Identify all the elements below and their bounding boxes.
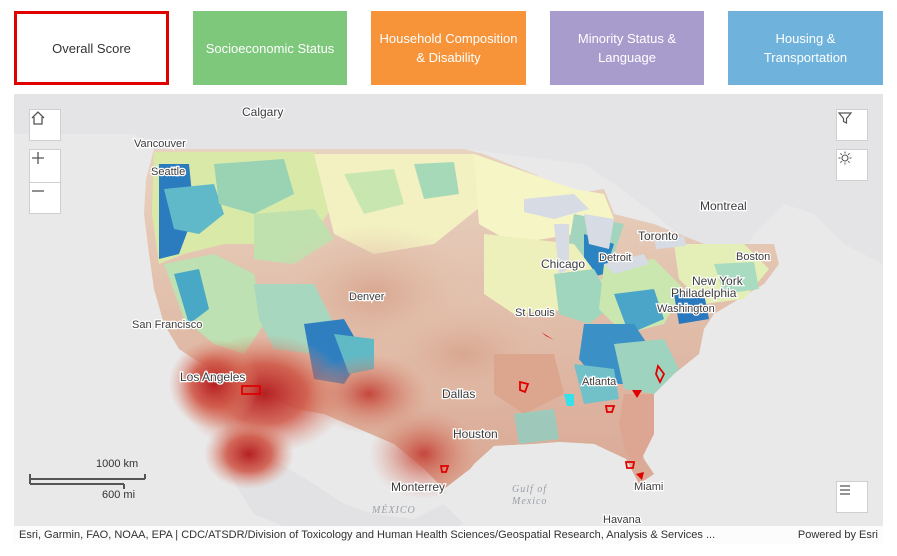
water-label-gulf: Gulf of	[512, 484, 547, 495]
filter-button[interactable]	[836, 109, 868, 141]
city-los-angeles: Los Angeles	[180, 370, 245, 384]
city-dallas: Dallas	[442, 387, 475, 401]
city-montreal: Montreal	[700, 199, 747, 213]
plus-icon	[32, 152, 44, 164]
sun-icon	[838, 151, 852, 165]
list-icon	[840, 485, 850, 495]
lake-michigan	[554, 224, 569, 274]
lake-superior	[524, 194, 589, 219]
canada-land	[14, 94, 883, 269]
zoom-in-button[interactable]	[29, 149, 61, 182]
country-label-mexico: MÉXICO	[371, 504, 416, 516]
city-calgary: Calgary	[242, 105, 283, 119]
city-seattle: Seattle	[151, 166, 185, 178]
city-chicago: Chicago	[541, 257, 585, 271]
home-icon	[31, 111, 45, 125]
gulf-of-mexico	[444, 442, 639, 524]
map-view[interactable]: Calgary Vancouver Seattle Montreal Toron…	[14, 94, 883, 544]
tab-socioeconomic-status[interactable]: Socioeconomic Status	[193, 11, 347, 85]
city-atlanta: Atlanta	[582, 376, 617, 388]
lake-ontario	[654, 236, 686, 249]
scale-bar	[29, 474, 146, 489]
hotspot-markers	[241, 363, 666, 473]
tab-household-composition[interactable]: Household Composition & Disability	[371, 11, 526, 85]
city-washington: Washington	[657, 303, 715, 315]
scale-km-label: 1000 km	[96, 458, 138, 470]
city-monterrey: Monterrey	[391, 480, 445, 494]
map-canvas: Calgary Vancouver Seattle Montreal Toron…	[14, 94, 883, 539]
basemap-button[interactable]	[836, 149, 868, 181]
water-label-mexico: Mexico	[511, 496, 547, 507]
tab-overall-score[interactable]: Overall Score	[14, 11, 169, 85]
scale-mi-label: 600 mi	[102, 489, 135, 501]
city-toronto: Toronto	[638, 229, 678, 243]
city-vancouver: Vancouver	[134, 138, 186, 150]
city-havana: Havana	[603, 514, 642, 526]
tab-minority-status[interactable]: Minority Status & Language	[550, 11, 704, 85]
lake-erie	[604, 254, 649, 274]
tab-housing-transportation[interactable]: Housing & Transportation	[728, 11, 883, 85]
city-detroit: Detroit	[599, 252, 631, 264]
filter-icon	[837, 112, 853, 124]
city-san-francisco: San Francisco	[132, 319, 202, 331]
city-philadelphia: Philadelphia	[671, 286, 737, 300]
legend-button[interactable]	[836, 481, 868, 513]
powered-by-esri[interactable]: Powered by Esri	[797, 529, 878, 541]
map-attribution: Esri, Garmin, FAO, NOAA, EPA | CDC/ATSDR…	[14, 526, 883, 544]
city-miami: Miami	[634, 481, 663, 493]
zoom-out-button[interactable]	[29, 182, 61, 214]
attribution-text: Esri, Garmin, FAO, NOAA, EPA | CDC/ATSDR…	[19, 529, 716, 541]
city-new-york: New York	[692, 274, 744, 288]
minus-icon	[32, 190, 44, 192]
city-st-louis: St Louis	[515, 307, 555, 319]
mexico-land	[224, 414, 464, 539]
city-denver: Denver	[349, 291, 385, 303]
home-button[interactable]	[29, 109, 61, 141]
lake-huron	[584, 214, 614, 249]
city-boston: Boston	[736, 251, 770, 263]
city-houston: Houston	[453, 427, 498, 441]
